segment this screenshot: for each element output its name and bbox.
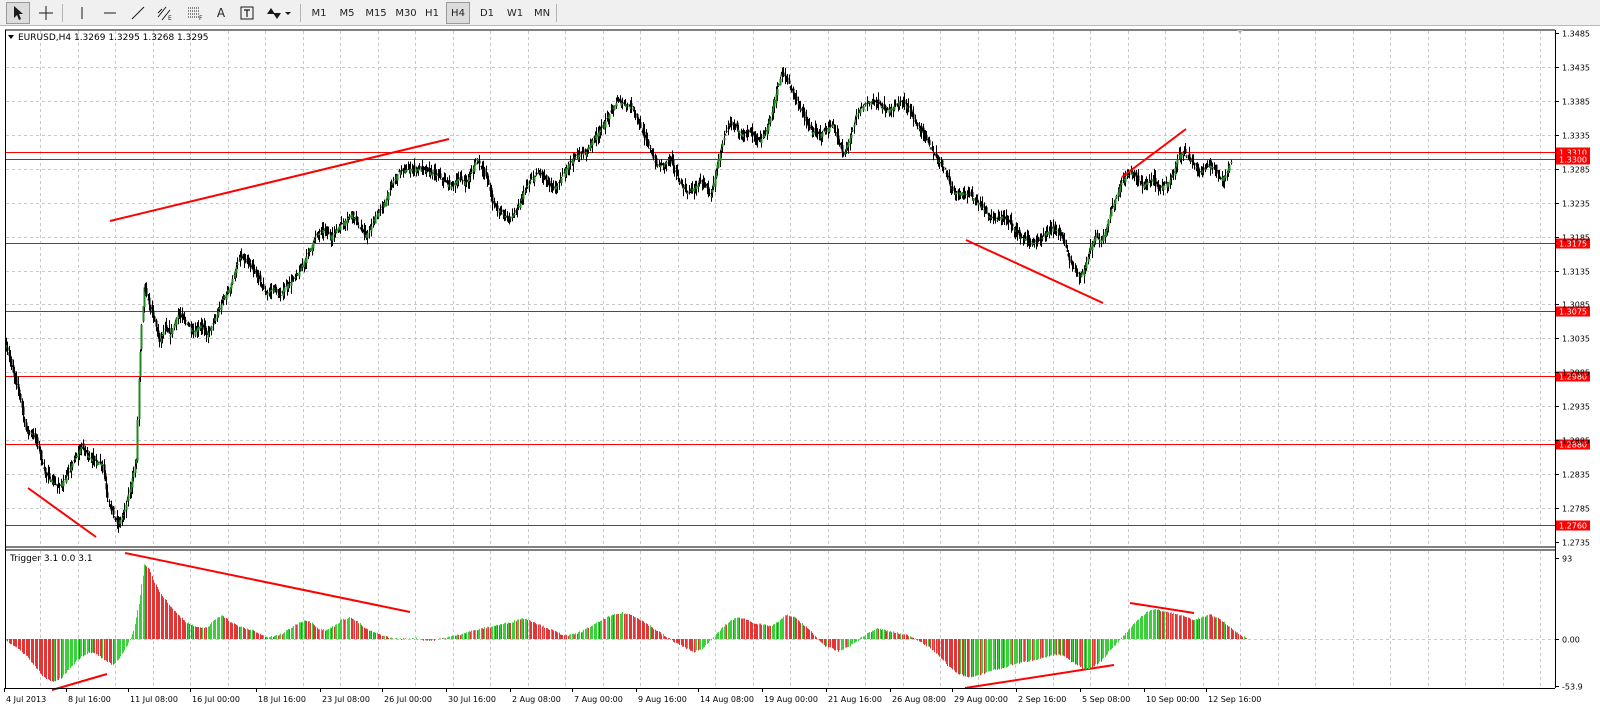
level-tag <box>1556 238 1590 249</box>
time-tick-label: 10 Sep 00:00 <box>1146 695 1199 704</box>
time-tick-label: 2 Aug 08:00 <box>512 695 561 704</box>
price-tick-label: 1.2885 <box>1562 437 1590 446</box>
time-tick-label: 11 Jul 08:00 <box>130 695 178 704</box>
price-tick-label: 1.3085 <box>1562 301 1590 310</box>
trendline[interactable] <box>965 239 1104 304</box>
trendline[interactable] <box>27 487 97 538</box>
price-tick-label: 1.3435 <box>1562 64 1590 73</box>
level-tag <box>1556 306 1590 317</box>
time-tick-label: 26 Jul 00:00 <box>384 695 432 704</box>
text-icon[interactable]: A <box>216 6 226 20</box>
price-tick-label: 1.3485 <box>1562 30 1590 39</box>
timeframe-m5-button[interactable]: M5 <box>339 7 355 19</box>
indicator-tick-label: 93 <box>1562 555 1572 564</box>
time-tick-label: 14 Aug 08:00 <box>700 695 754 704</box>
level-label: 1.2880 <box>1559 441 1587 450</box>
timeframe-m1-button[interactable]: M1 <box>311 7 327 19</box>
price-tick-label: 1.3135 <box>1562 268 1590 277</box>
fibonacci-icon[interactable]: F <box>182 2 208 24</box>
price-tick-label: 1.2935 <box>1562 403 1590 412</box>
time-tick-label: 12 Sep 16:00 <box>1208 695 1261 704</box>
price-tick-label: 1.2735 <box>1562 539 1590 548</box>
equidistant-channel-icon[interactable]: E <box>152 2 178 24</box>
timeframe-h4-button[interactable]: H4 <box>446 2 470 24</box>
level-tag <box>1556 147 1590 158</box>
time-tick-label: 26 Aug 08:00 <box>892 695 946 704</box>
time-tick-label: 29 Aug 00:00 <box>954 695 1008 704</box>
timeframe-mn-button[interactable]: MN <box>533 7 551 19</box>
trendline-icon[interactable] <box>126 2 150 24</box>
price-tick-label: 1.3185 <box>1562 234 1590 243</box>
svg-text:F: F <box>199 15 203 21</box>
timeframe-d1-button[interactable]: D1 <box>479 7 495 19</box>
toolbar: E F A M1 M5 M15 M30 H1 H4 D1 W1 MN <box>0 0 1600 26</box>
trendline[interactable] <box>51 673 108 691</box>
cursor-icon[interactable] <box>6 2 30 24</box>
trendline[interactable] <box>124 552 411 613</box>
vertical-line-icon[interactable] <box>70 2 94 24</box>
level-label: 1.3300 <box>1559 156 1587 165</box>
svg-text:E: E <box>168 15 172 21</box>
price-tick-label: 1.3285 <box>1562 166 1590 175</box>
price-tick-label: 1.3035 <box>1562 335 1590 344</box>
level-tag <box>1556 371 1590 382</box>
timeframe-w1-button[interactable]: W1 <box>506 7 524 19</box>
level-tag <box>1556 520 1590 531</box>
level-label: 1.3075 <box>1559 308 1587 317</box>
price-tick-label: 1.3335 <box>1562 132 1590 141</box>
price-tick-label: 1.2835 <box>1562 471 1590 480</box>
time-tick-label: 18 Jul 16:00 <box>258 695 306 704</box>
indicator-tick-label: 0.00 <box>1562 636 1580 645</box>
text-label-icon[interactable] <box>236 2 258 24</box>
level-label: 1.3310 <box>1559 149 1587 158</box>
indicator-tick-label: -53.9 <box>1562 683 1583 692</box>
time-tick-label: 23 Jul 08:00 <box>322 695 370 704</box>
price-tick-label: 1.2785 <box>1562 505 1590 514</box>
time-tick-label: 8 Jul 16:00 <box>68 695 111 704</box>
level-label: 1.3175 <box>1559 240 1587 249</box>
indicator-title: Trigger 3.1 0.0 3.1 <box>9 554 93 564</box>
time-tick-label: 4 Jul 2013 <box>6 695 46 704</box>
level-tag <box>1556 154 1590 165</box>
time-tick-label: 2 Sep 16:00 <box>1018 695 1066 704</box>
trendline[interactable] <box>109 138 450 222</box>
time-tick-label: 30 Jul 16:00 <box>448 695 496 704</box>
time-tick-label: 19 Aug 00:00 <box>764 695 818 704</box>
horizontal-line-icon[interactable] <box>98 2 122 24</box>
trendline[interactable] <box>1121 128 1187 178</box>
time-tick-label: 21 Aug 16:00 <box>828 695 882 704</box>
level-label: 1.2980 <box>1559 373 1587 382</box>
chart-title: EURUSD,H4 1.3269 1.3295 1.3268 1.3295 <box>18 33 209 43</box>
time-tick-label: 9 Aug 16:00 <box>638 695 687 704</box>
arrows-icon[interactable] <box>262 2 294 24</box>
level-tag <box>1556 439 1590 450</box>
price-tick-label: 1.3385 <box>1562 98 1590 107</box>
time-tick-label: 7 Aug 00:00 <box>574 695 623 704</box>
time-tick-label: 16 Jul 00:00 <box>192 695 240 704</box>
trendline[interactable] <box>1129 602 1195 614</box>
timeframe-m30-button[interactable]: M30 <box>395 7 417 19</box>
time-tick-label: 5 Sep 08:00 <box>1082 695 1130 704</box>
level-label: 1.2760 <box>1559 522 1587 531</box>
price-tick-label: 1.3235 <box>1562 200 1590 209</box>
price-tick-label: 1.2985 <box>1562 369 1590 378</box>
timeframe-m15-button[interactable]: M15 <box>365 7 387 19</box>
timeframe-h1-button[interactable]: H1 <box>425 7 439 19</box>
crosshair-icon[interactable] <box>34 2 58 24</box>
